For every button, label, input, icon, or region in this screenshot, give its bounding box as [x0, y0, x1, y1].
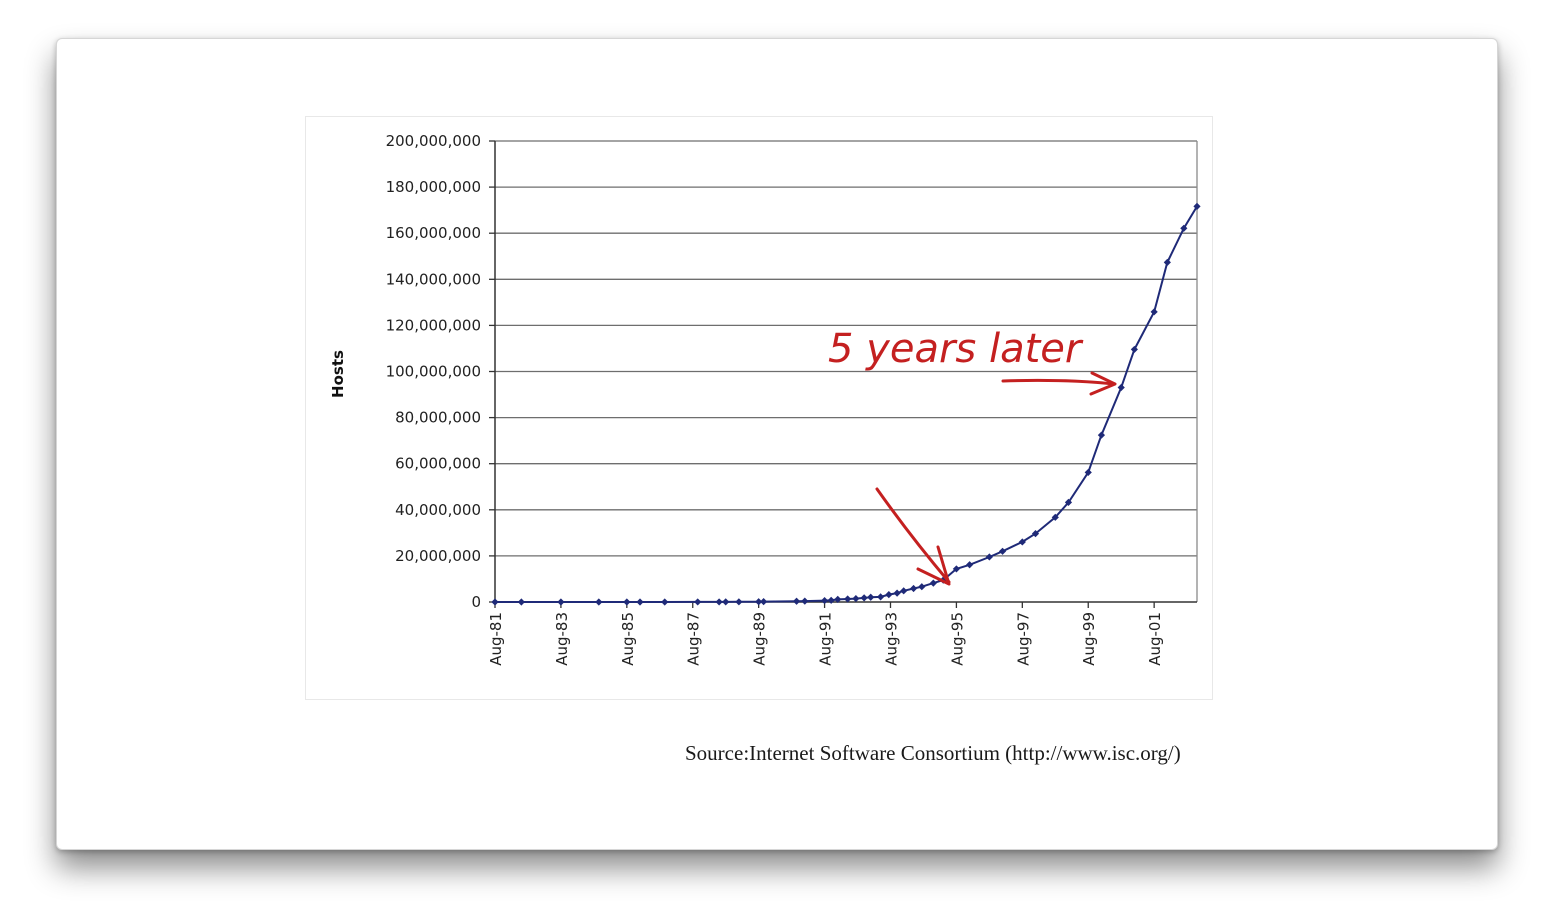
data-point	[998, 547, 1007, 555]
data-point	[801, 597, 809, 605]
y-tick-label: 200,000,000	[386, 132, 481, 150]
y-tick-label: 160,000,000	[386, 224, 481, 242]
chart-frame: 0 20,000,000 40,000,000 60,000,000 80,000,00…	[305, 116, 1213, 700]
x-tick-label: Aug-01	[1146, 612, 1164, 666]
x-tick-label: Aug-81	[487, 612, 505, 666]
data-point	[1117, 383, 1125, 392]
data-point	[595, 598, 603, 606]
x-tick-labels: Aug-81 Aug-83 Aug-85 Aug-87 Aug-89 Aug-91 Aug-…	[487, 612, 1164, 666]
annotation-arrow-aug-95	[875, 487, 951, 586]
y-tick-label: 120,000,000	[386, 316, 481, 334]
data-point	[792, 597, 801, 605]
annotation-arrow-aug-00	[1001, 371, 1117, 396]
data-point	[715, 598, 723, 606]
data-point	[860, 594, 868, 602]
data-point	[885, 590, 893, 599]
data-point	[1084, 468, 1092, 477]
y-tick-label: 40,000,000	[395, 501, 481, 519]
data-point	[834, 595, 842, 603]
data-point	[952, 565, 961, 573]
x-tick-label: Aug-99	[1080, 612, 1098, 666]
hosts-line-chart: 0 20,000,000 40,000,000 60,000,000 80,000,00…	[329, 132, 1201, 666]
x-tick-label: Aug-95	[948, 612, 966, 666]
data-point	[1130, 345, 1138, 354]
y-tick-label: 0	[471, 593, 481, 611]
data-point	[623, 598, 631, 606]
data-point	[1097, 431, 1106, 439]
data-point	[1031, 530, 1040, 538]
data-point	[852, 594, 860, 603]
series-line	[491, 202, 1201, 606]
data-point	[1018, 538, 1026, 546]
data-point	[636, 598, 644, 606]
data-point	[557, 598, 565, 606]
data-point	[827, 596, 835, 604]
y-tick-label: 20,000,000	[395, 547, 481, 565]
x-tick-label: Aug-85	[619, 612, 637, 666]
data-point	[820, 596, 829, 605]
y-tick-label: 60,000,000	[395, 455, 481, 473]
gridlines	[495, 140, 1198, 602]
data-point	[760, 598, 768, 606]
data-point	[661, 598, 669, 606]
data-point	[722, 598, 730, 606]
x-tick-label: Aug-83	[553, 612, 571, 666]
data-point	[909, 584, 918, 593]
y-tick-label: 140,000,000	[386, 270, 481, 288]
source-note: Source:Internet Software Consortium (htt…	[685, 741, 1181, 765]
data-point	[929, 579, 937, 587]
y-tick-labels: 0 20,000,000 40,000,000 60,000,000 80,000,00…	[386, 132, 481, 611]
x-tick-label: Aug-91	[817, 612, 835, 666]
x-tick-label: Aug-97	[1014, 612, 1032, 666]
data-point	[985, 553, 993, 561]
y-axis-label: Hosts	[329, 350, 347, 398]
series-line-path	[495, 205, 1198, 603]
annotation-five-years-later: 5 years later	[828, 326, 1084, 372]
y-tick-label: 100,000,000	[386, 363, 481, 381]
data-point	[844, 595, 852, 603]
data-point	[755, 598, 763, 606]
data-point	[877, 593, 885, 601]
data-point	[867, 593, 875, 601]
data-point	[1163, 258, 1171, 266]
data-point	[694, 598, 702, 606]
data-point	[1064, 498, 1073, 506]
data-point	[893, 589, 901, 597]
data-point	[1150, 308, 1158, 316]
data-point	[1051, 513, 1059, 521]
x-tick-label: Aug-89	[751, 612, 769, 666]
data-point	[900, 587, 908, 595]
data-point	[517, 598, 525, 606]
x-tick-label: Aug-87	[685, 612, 703, 666]
data-point	[918, 583, 926, 591]
data-point	[735, 598, 743, 606]
x-tick-label: Aug-93	[882, 612, 900, 666]
annotations: 5 years later	[828, 326, 1117, 586]
y-tick-label: 80,000,000	[395, 409, 481, 427]
data-point	[1180, 224, 1188, 232]
y-tick-label: 180,000,000	[386, 178, 481, 196]
data-point	[491, 598, 499, 606]
axes	[489, 140, 1197, 608]
data-point	[965, 561, 974, 569]
